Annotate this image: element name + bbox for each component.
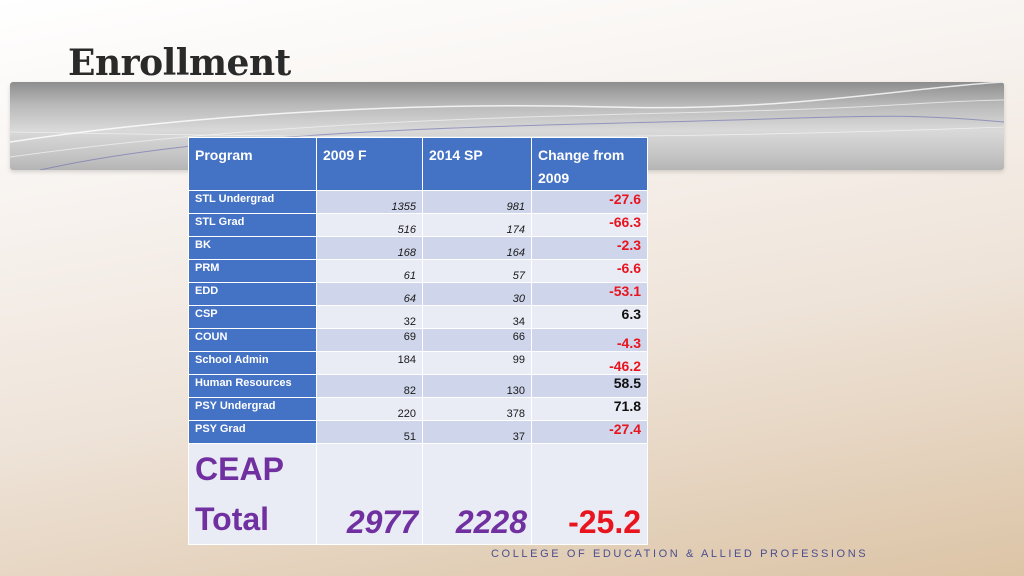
value-2009-cell: 61 [316, 259, 423, 283]
enrollment-table: Program 2009 F 2014 SP Change from 2009 … [188, 137, 648, 545]
value-2009-cell: 64 [316, 282, 423, 306]
program-cell: PRM [188, 259, 317, 283]
value-2014-cell: 378 [422, 397, 532, 421]
program-cell: STL Grad [188, 213, 317, 237]
value-2014-cell: 164 [422, 236, 532, 260]
change-cell: 6.3 [531, 305, 648, 329]
change-cell: 58.5 [531, 374, 648, 398]
value-2009-cell: 168 [316, 236, 423, 260]
total-label-cell: CEAP Total [188, 443, 317, 545]
program-cell: EDD [188, 282, 317, 306]
table-row: EDD 64 30 -53.1 [188, 282, 648, 306]
total-2014-value: 2228 [455, 504, 527, 540]
value-2014-cell: 981 [422, 190, 532, 214]
program-cell: Human Resources [188, 374, 317, 398]
value-2009-cell: 1355 [316, 190, 423, 214]
change-cell: 71.8 [531, 397, 648, 421]
program-cell: PSY Grad [188, 420, 317, 444]
change-cell: -2.3 [531, 236, 648, 260]
table-row: STL Undergrad 1355 981 -27.6 [188, 190, 648, 214]
table-row: STL Grad 516 174 -66.3 [188, 213, 648, 237]
value-2009-cell: 516 [316, 213, 423, 237]
change-cell: -6.6 [531, 259, 648, 283]
program-cell: STL Undergrad [188, 190, 317, 214]
program-cell: BK [188, 236, 317, 260]
footer-text: COLLEGE OF EDUCATION & ALLIED PROFESSION… [491, 548, 869, 560]
total-2014-cell: 2228 [422, 443, 532, 545]
header-2014: 2014 SP [422, 137, 532, 191]
value-2014-cell: 34 [422, 305, 532, 329]
change-cell: -27.6 [531, 190, 648, 214]
table-row: Human Resources 82 130 58.5 [188, 374, 648, 398]
value-2014-cell: 99 [422, 351, 532, 375]
value-2014-cell: 57 [422, 259, 532, 283]
value-2014-cell: 66 [422, 328, 532, 352]
value-2014-cell: 30 [422, 282, 532, 306]
value-2009-cell: 82 [316, 374, 423, 398]
slide-title: Enrollment [68, 42, 291, 84]
header-change: Change from 2009 [531, 137, 648, 191]
table-row: PSY Undergrad 220 378 71.8 [188, 397, 648, 421]
change-cell: -46.2 [531, 351, 648, 375]
header-program: Program [188, 137, 317, 191]
total-change-cell: -25.2 [531, 443, 648, 545]
table-row: PSY Grad 51 37 -27.4 [188, 420, 648, 444]
change-cell: -53.1 [531, 282, 648, 306]
value-2009-cell: 184 [316, 351, 423, 375]
value-2014-cell: 130 [422, 374, 532, 398]
value-2014-cell: 174 [422, 213, 532, 237]
value-2009-cell: 32 [316, 305, 423, 329]
table-row: School Admin 184 99 -46.2 [188, 351, 648, 375]
program-cell: PSY Undergrad [188, 397, 317, 421]
value-2009-cell: 69 [316, 328, 423, 352]
program-cell: COUN [188, 328, 317, 352]
total-2009-value: 2977 [346, 504, 418, 540]
change-cell: -27.4 [531, 420, 648, 444]
table-row: COUN 69 66 -4.3 [188, 328, 648, 352]
total-label-line2: Total [195, 501, 270, 537]
change-cell: -4.3 [531, 328, 648, 352]
value-2014-cell: 37 [422, 420, 532, 444]
value-2009-cell: 51 [316, 420, 423, 444]
table-row: CSP 32 34 6.3 [188, 305, 648, 329]
total-row: CEAP Total 2977 2228 -25.2 [188, 443, 648, 545]
value-2009-cell: 220 [316, 397, 423, 421]
header-2009: 2009 F [316, 137, 423, 191]
total-label-line1: CEAP [195, 451, 284, 487]
table-header-row: Program 2009 F 2014 SP Change from 2009 [188, 137, 648, 191]
total-2009-cell: 2977 [316, 443, 423, 545]
program-cell: CSP [188, 305, 317, 329]
table-row: PRM 61 57 -6.6 [188, 259, 648, 283]
total-change-value: -25.2 [568, 504, 641, 540]
program-cell: School Admin [188, 351, 317, 375]
change-cell: -66.3 [531, 213, 648, 237]
table-row: BK 168 164 -2.3 [188, 236, 648, 260]
